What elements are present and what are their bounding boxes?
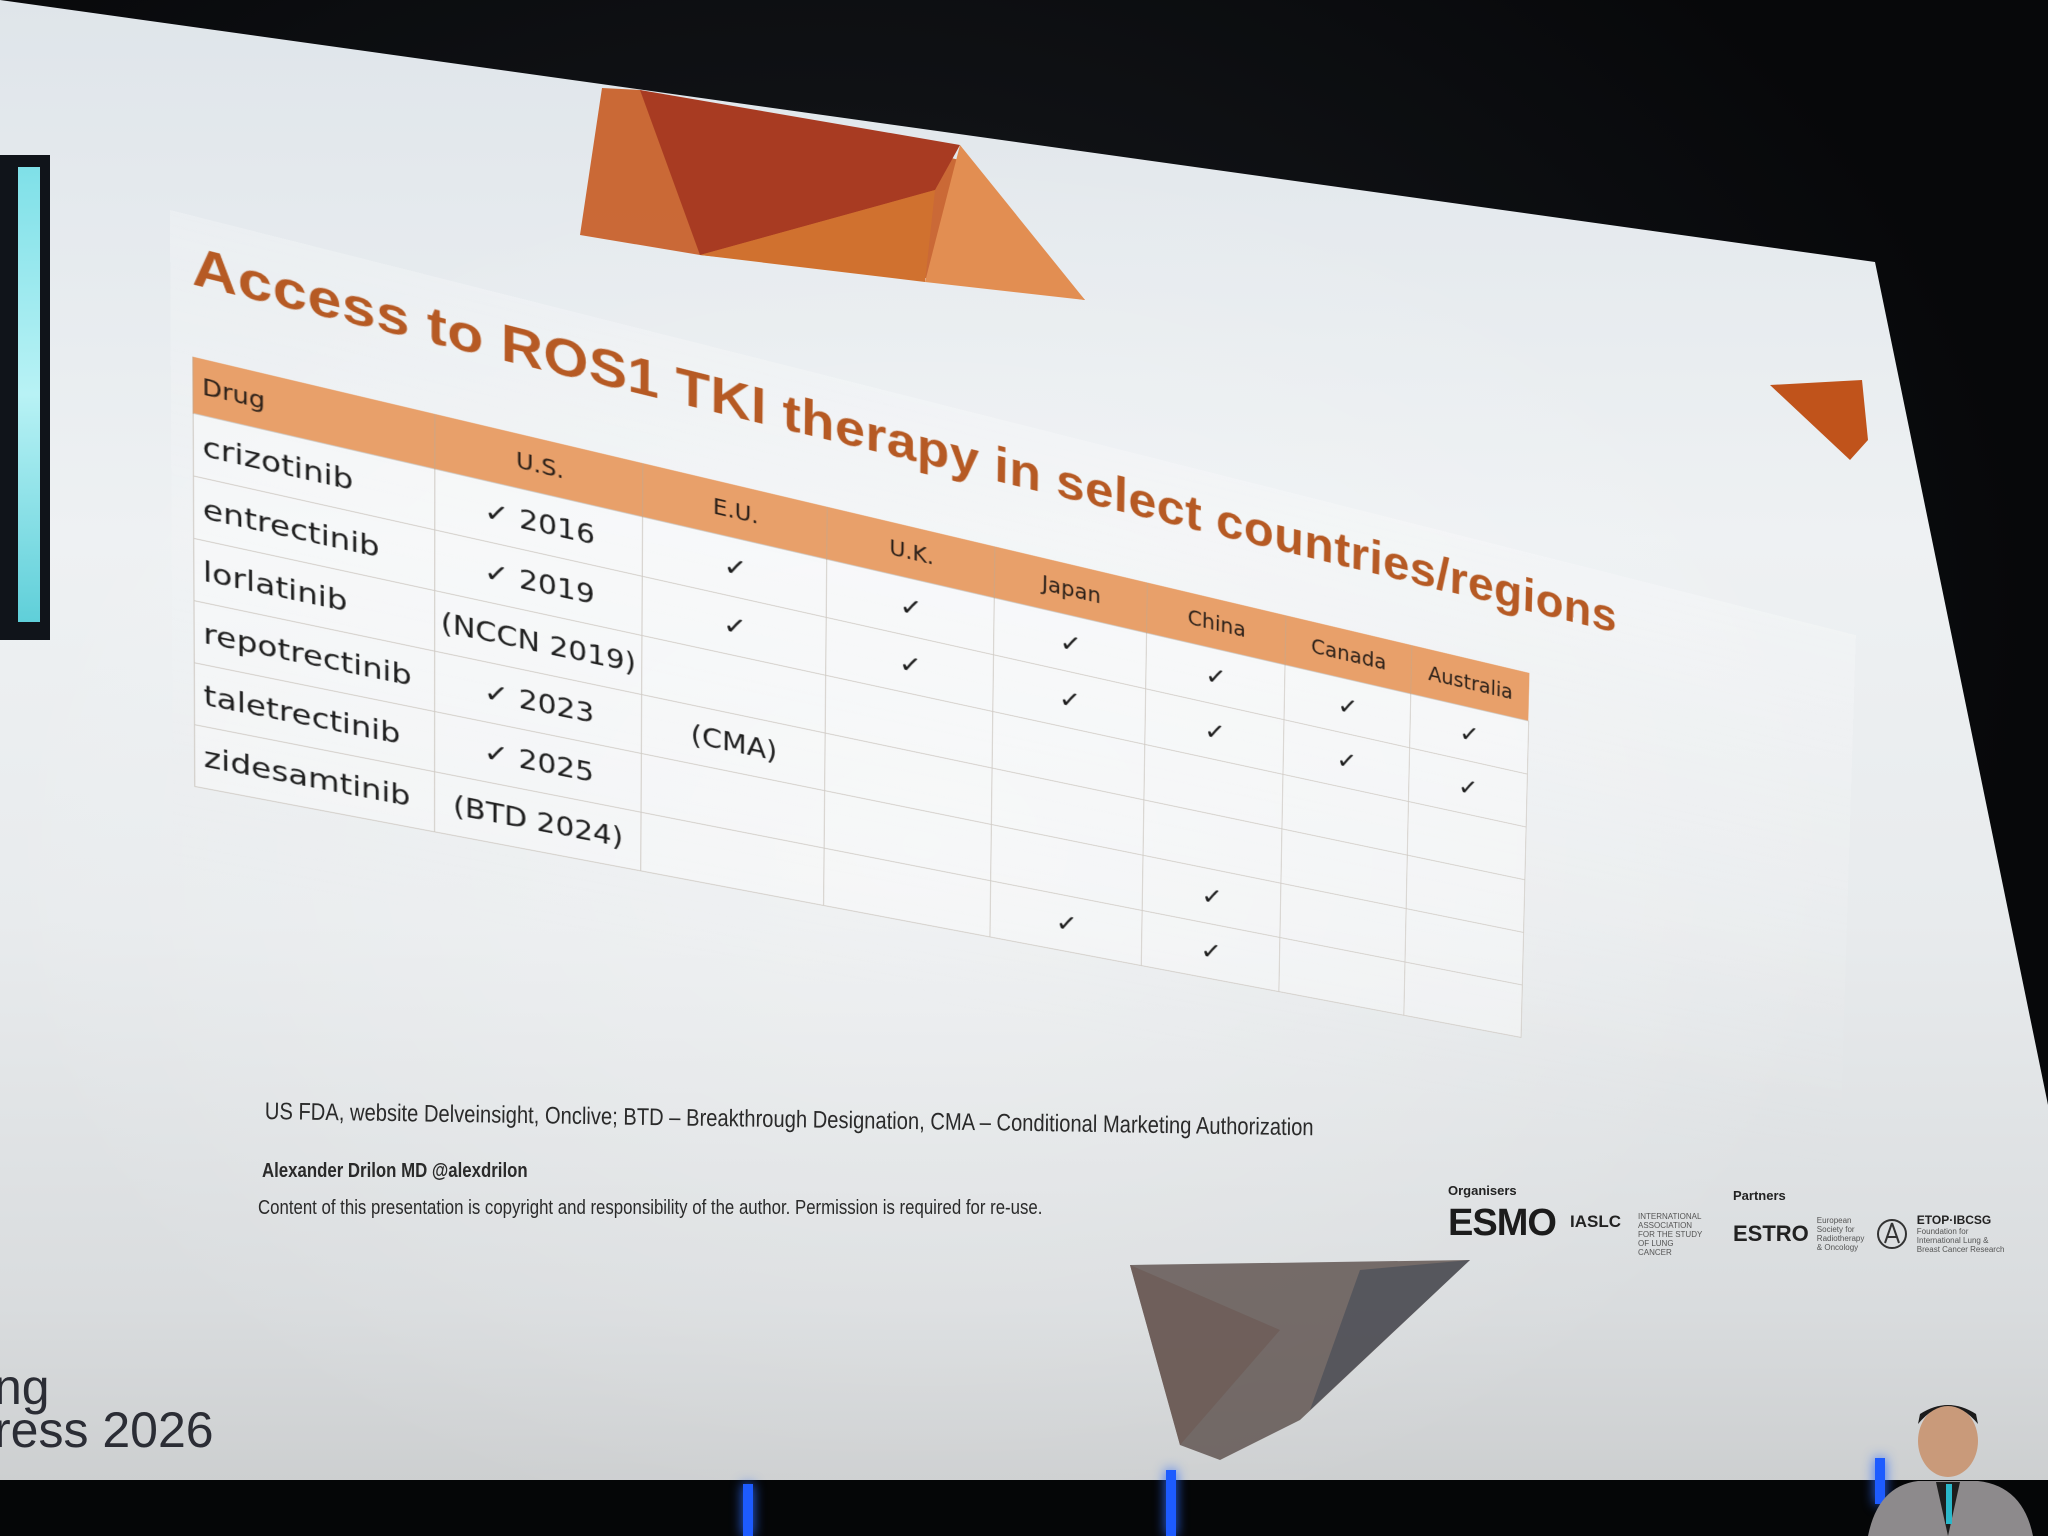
partner-emblem-icon	[1875, 1217, 1909, 1251]
organisers-label: Organisers	[1448, 1183, 1556, 1198]
estro-logo: ESTRO	[1733, 1221, 1809, 1247]
congress-banner-line2: ress 2026	[0, 1405, 214, 1455]
speaker-figure	[1848, 1386, 2048, 1536]
stage-floor	[0, 1480, 2048, 1536]
stage-light	[743, 1484, 753, 1536]
partners-label: Partners	[1733, 1188, 2012, 1203]
partners-logos: Partners ESTRO European Society for Radi…	[1733, 1188, 2012, 1254]
etop-ibcsg-logo: ETOP·IBCSG	[1917, 1213, 2012, 1227]
organisers-logos: Organisers ESMO	[1448, 1183, 1556, 1245]
author-credit: Alexander Drilon MD @alexdrilon	[262, 1160, 528, 1183]
stage-light	[1166, 1470, 1176, 1536]
copyright-notice: Content of this presentation is copyrigh…	[258, 1197, 1042, 1220]
estro-subtitle: European Society for Radiotherapy & Onco…	[1817, 1216, 1867, 1252]
camera-inset	[0, 155, 50, 640]
iaslc-logo: IASLC INTERNATIONAL ASSOCIATION FOR THE …	[1570, 1212, 1700, 1232]
etop-subtitle: Foundation for International Lung & Brea…	[1917, 1227, 2012, 1254]
esmo-logo: ESMO	[1448, 1202, 1556, 1245]
